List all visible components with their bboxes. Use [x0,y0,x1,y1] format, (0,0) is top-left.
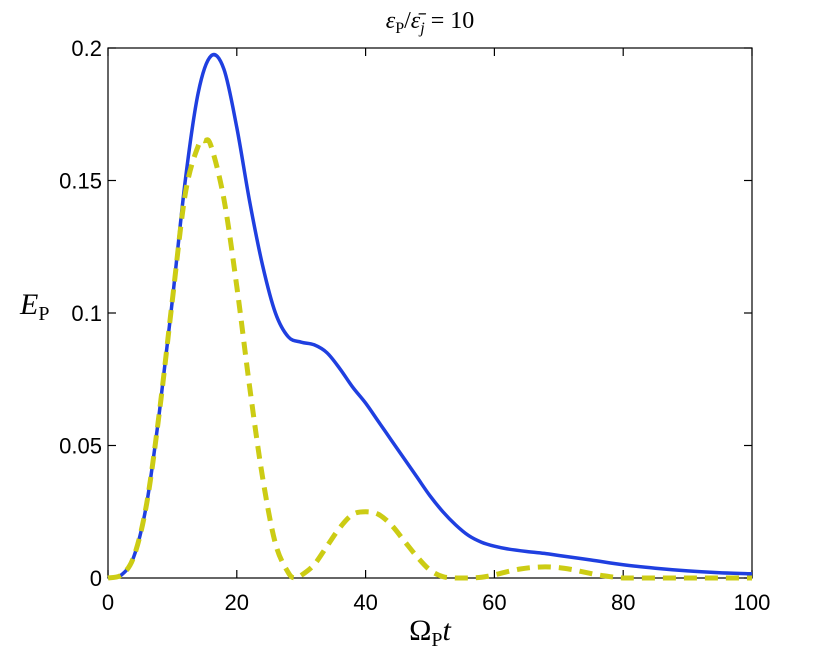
y-tick-label: 0.1 [71,301,102,326]
x-tick-labels: 0 20 40 60 80 100 [102,590,770,615]
x-tick-label: 80 [611,590,635,615]
x-axis-label: ΩPt [409,614,451,650]
x-tick-label: 40 [353,590,377,615]
y-tick-label: 0.05 [59,434,102,459]
y-tick-label: 0 [90,566,102,591]
y-tick-label: 0.15 [59,169,102,194]
x-tick-label: 100 [734,590,771,615]
y-tick-labels: 0 0.05 0.1 0.15 0.2 [59,36,102,591]
chart-title: εP/ε̄j = 10 [386,8,475,37]
y-tick-label: 0.2 [71,36,102,61]
x-tick-label: 0 [102,590,114,615]
x-tick-label: 20 [225,590,249,615]
y-axis-label: EP [19,288,49,325]
series-line-solid [107,52,753,580]
series-line-dashed [107,137,752,581]
x-tick-label: 60 [482,590,506,615]
series-layer [107,52,753,581]
